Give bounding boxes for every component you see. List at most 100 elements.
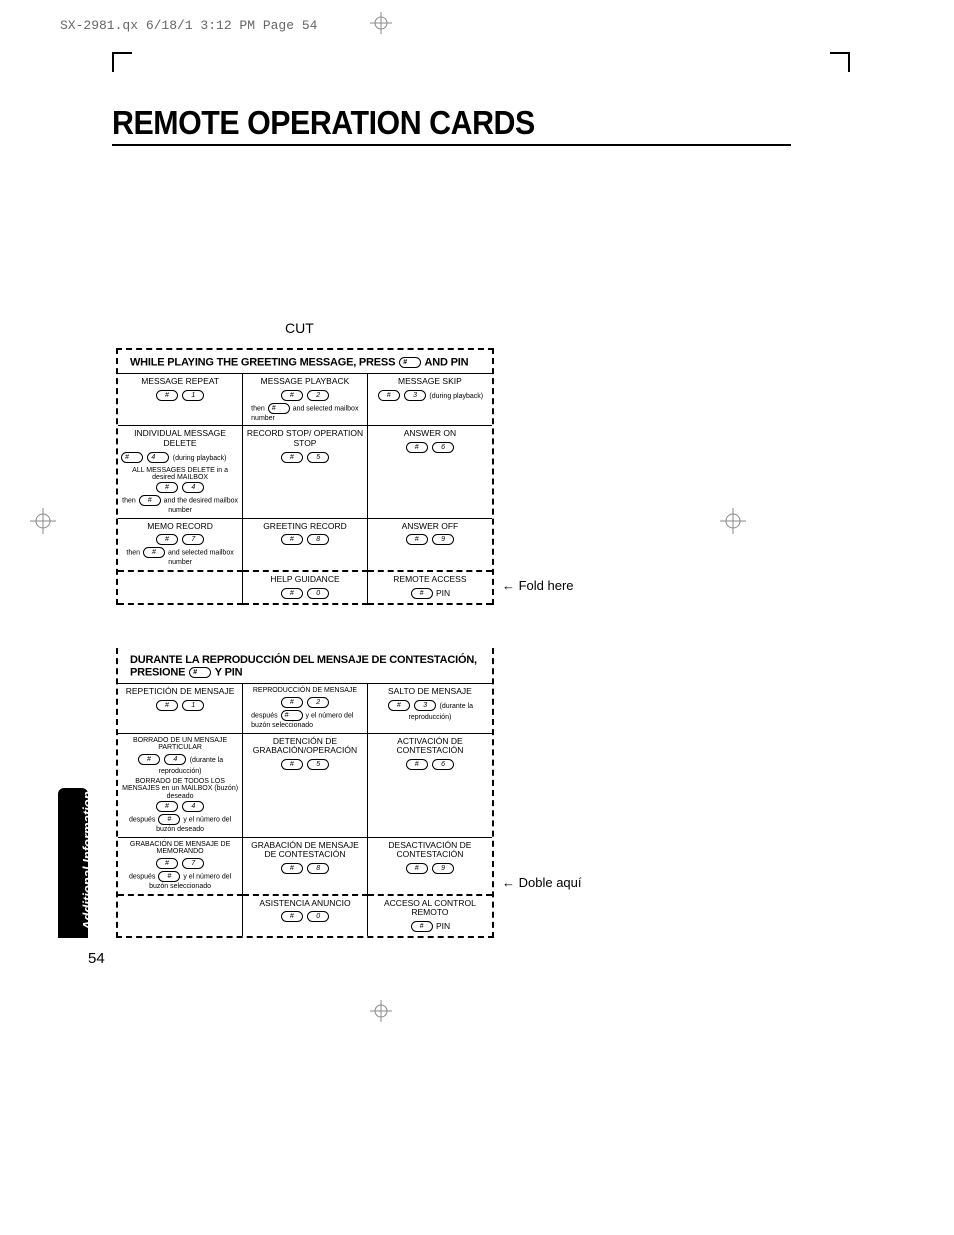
- header-post: Y PIN: [215, 666, 243, 678]
- cell-help-guidance: HELP GUIDANCE # 0: [243, 571, 368, 604]
- cell-greeting-record: GREETING RECORD # 8: [243, 518, 368, 571]
- key-icon: #: [281, 710, 303, 721]
- cell-title: RECORD STOP/ OPERATION STOP: [245, 429, 365, 449]
- cell-borrado: BORRADO DE UN MENSAJE PARTICULAR # 4 (du…: [118, 733, 243, 837]
- cell-desactivacion: DESACTIVACIÓN DE CONTESTACIÓN # 9: [367, 837, 492, 895]
- key-icon: 4: [164, 754, 186, 765]
- cell-title: BORRADO DE TODOS LOS MENSAJES en un MAIL…: [120, 778, 240, 800]
- cell-repeticion: REPETICIÓN DE MENSAJE # 1: [118, 684, 243, 734]
- cell-sub: then # and the desired mailbox number: [120, 494, 240, 514]
- cell-title: MESSAGE SKIP: [370, 377, 490, 387]
- key-icon: 4: [182, 801, 204, 812]
- key-icon: #: [411, 921, 433, 932]
- key-icon: #: [406, 759, 428, 770]
- key-icon: #: [121, 452, 143, 463]
- registration-mark-right: [720, 508, 746, 534]
- fold-here-label-es: ← Doble aquí: [502, 875, 582, 890]
- cell-remote-access: REMOTE ACCESS # PIN: [367, 571, 492, 604]
- key-icon: 7: [182, 534, 204, 545]
- key-icon: #: [406, 442, 428, 453]
- key-icon: 8: [307, 534, 329, 545]
- cell-title: MESSAGE PLAYBACK: [245, 377, 365, 387]
- key-icon: 0: [307, 911, 329, 922]
- card-spanish: DURANTE LA REPRODUCCIÓN DEL MENSAJE DE C…: [116, 648, 494, 938]
- cropmark: [112, 52, 132, 54]
- card-spanish-header: DURANTE LA REPRODUCCIÓN DEL MENSAJE DE C…: [118, 648, 492, 683]
- key-icon: #: [156, 534, 178, 545]
- cell-grabacion-memo: GRABACIÓN DE MENSAJE DE MEMORANDO # 7 de…: [118, 837, 243, 895]
- key-icon: #: [281, 452, 303, 463]
- key-icon: 9: [432, 863, 454, 874]
- cell-asistencia: ASISTENCIA ANUNCIO # 0: [243, 895, 368, 937]
- cell-empty: [118, 571, 243, 604]
- key-icon: #: [388, 700, 410, 711]
- key-icon: 2: [307, 390, 329, 401]
- key-icon: #: [281, 588, 303, 599]
- page-title: REMOTE OPERATION CARDS: [112, 104, 791, 146]
- cell-reproduccion: REPRODUCCIÓN DE MENSAJE # 2 después # y …: [243, 684, 368, 734]
- sub-text: después: [251, 713, 277, 720]
- key-icon: 6: [432, 442, 454, 453]
- sub-text: después: [129, 874, 155, 881]
- cell-sub: después # y el número del buzón seleccio…: [120, 870, 240, 890]
- key-icon: #: [158, 871, 180, 882]
- cell-title: GRABACIÓN DE MENSAJE DE MEMORANDO: [120, 841, 240, 856]
- sub-text: and selected mailbox number: [168, 550, 234, 567]
- key-icon: #: [156, 858, 178, 869]
- key-icon: #: [411, 588, 433, 599]
- key-icon: #: [158, 814, 180, 825]
- cell-title: REPRODUCCIÓN DE MENSAJE: [245, 687, 365, 694]
- sub-text: then: [251, 405, 265, 412]
- cell-record-stop: RECORD STOP/ OPERATION STOP # 5: [243, 426, 368, 519]
- key-icon: 1: [182, 700, 204, 711]
- cell-sub: después # y el número del buzón deseado: [120, 813, 240, 833]
- cell-title: DESACTIVACIÓN DE CONTESTACIÓN: [370, 841, 490, 861]
- sub-text: then: [122, 498, 136, 505]
- key-icon: #: [139, 495, 161, 506]
- key-icon: #: [281, 863, 303, 874]
- pin-text: PIN: [436, 921, 450, 931]
- cell-msg-skip: MESSAGE SKIP # 3 (during playback): [367, 374, 492, 426]
- key-icon: 8: [307, 863, 329, 874]
- key-icon: 4: [147, 452, 169, 463]
- pin-text: PIN: [436, 587, 450, 597]
- key-icon: #: [143, 547, 165, 558]
- cell-title: INDIVIDUAL MESSAGE DELETE: [120, 429, 240, 449]
- key-icon: #: [268, 403, 290, 414]
- header-post: AND PIN: [425, 356, 469, 368]
- cell-msg-delete: INDIVIDUAL MESSAGE DELETE # 4 (during pl…: [118, 426, 243, 519]
- key-icon: #: [156, 700, 178, 711]
- key-icon: 3: [414, 700, 436, 711]
- cell-title: REMOTE ACCESS: [370, 575, 490, 585]
- cell-answer-off: ANSWER OFF # 9: [367, 518, 492, 571]
- cropmark: [112, 52, 114, 72]
- key-icon: #: [406, 534, 428, 545]
- key-icon: 2: [307, 697, 329, 708]
- key-icon: 5: [307, 452, 329, 463]
- fold-here-label-en: ← Fold here: [502, 578, 574, 593]
- sub-text: then: [126, 550, 140, 557]
- cell-sub: después # y el número del buzón seleccio…: [245, 709, 365, 729]
- key-icon: 4: [182, 482, 204, 493]
- key-icon: 5: [307, 759, 329, 770]
- key-icon: #: [281, 534, 303, 545]
- cell-title: MEMO RECORD: [120, 522, 240, 532]
- header-pre: WHILE PLAYING THE GREETING MESSAGE, PRES…: [130, 356, 395, 368]
- card-english: WHILE PLAYING THE GREETING MESSAGE, PRES…: [116, 348, 494, 605]
- key-icon: #: [156, 482, 178, 493]
- key-icon: 9: [432, 534, 454, 545]
- key-icon: #: [156, 801, 178, 812]
- cell-title: MESSAGE REPEAT: [120, 377, 240, 387]
- key-icon: #: [281, 911, 303, 922]
- hash-button-icon: #: [189, 667, 211, 678]
- cut-label: CUT: [285, 320, 314, 336]
- key-icon: #: [378, 390, 400, 401]
- cell-title: ANSWER ON: [370, 429, 490, 439]
- page-number: 54: [88, 950, 105, 967]
- cell-acceso-remoto: ACCESO AL CONTROL REMOTO # PIN: [367, 895, 492, 937]
- cell-title: ACTIVACIÓN DE CONTESTACIÓN: [370, 737, 490, 757]
- key-icon: 1: [182, 390, 204, 401]
- cropmark: [848, 52, 850, 72]
- cell-memo-record: MEMO RECORD # 7 then # and selected mail…: [118, 518, 243, 571]
- cell-title: GRABACIÓN DE MENSAJE DE CONTESTACIÓN: [245, 841, 365, 861]
